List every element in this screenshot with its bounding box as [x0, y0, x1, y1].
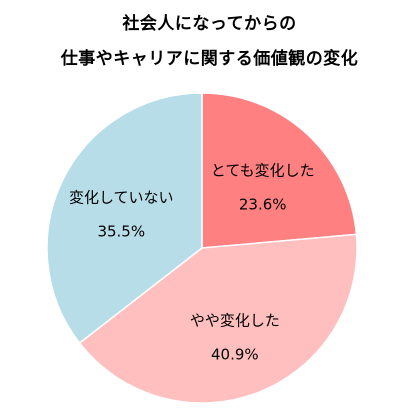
slice-value-label-1: 40.9% [211, 346, 259, 364]
chart-title-line-1: 社会人になってからの [122, 14, 297, 34]
slice-label-1: やや変化した [190, 312, 280, 330]
slice-label-2: 変化していない [69, 188, 174, 206]
pie-slice-0 [201, 92, 358, 249]
slice-value-label-2: 35.5% [97, 222, 145, 240]
pie-slice-1 [78, 233, 358, 404]
slice-label-0: とても変化した [211, 162, 315, 180]
chart-title-line-2: 仕事やキャリアに関する価値観の変化 [60, 49, 359, 69]
slice-value-label-0: 23.6% [239, 196, 287, 214]
pie-slice-2 [46, 92, 203, 345]
